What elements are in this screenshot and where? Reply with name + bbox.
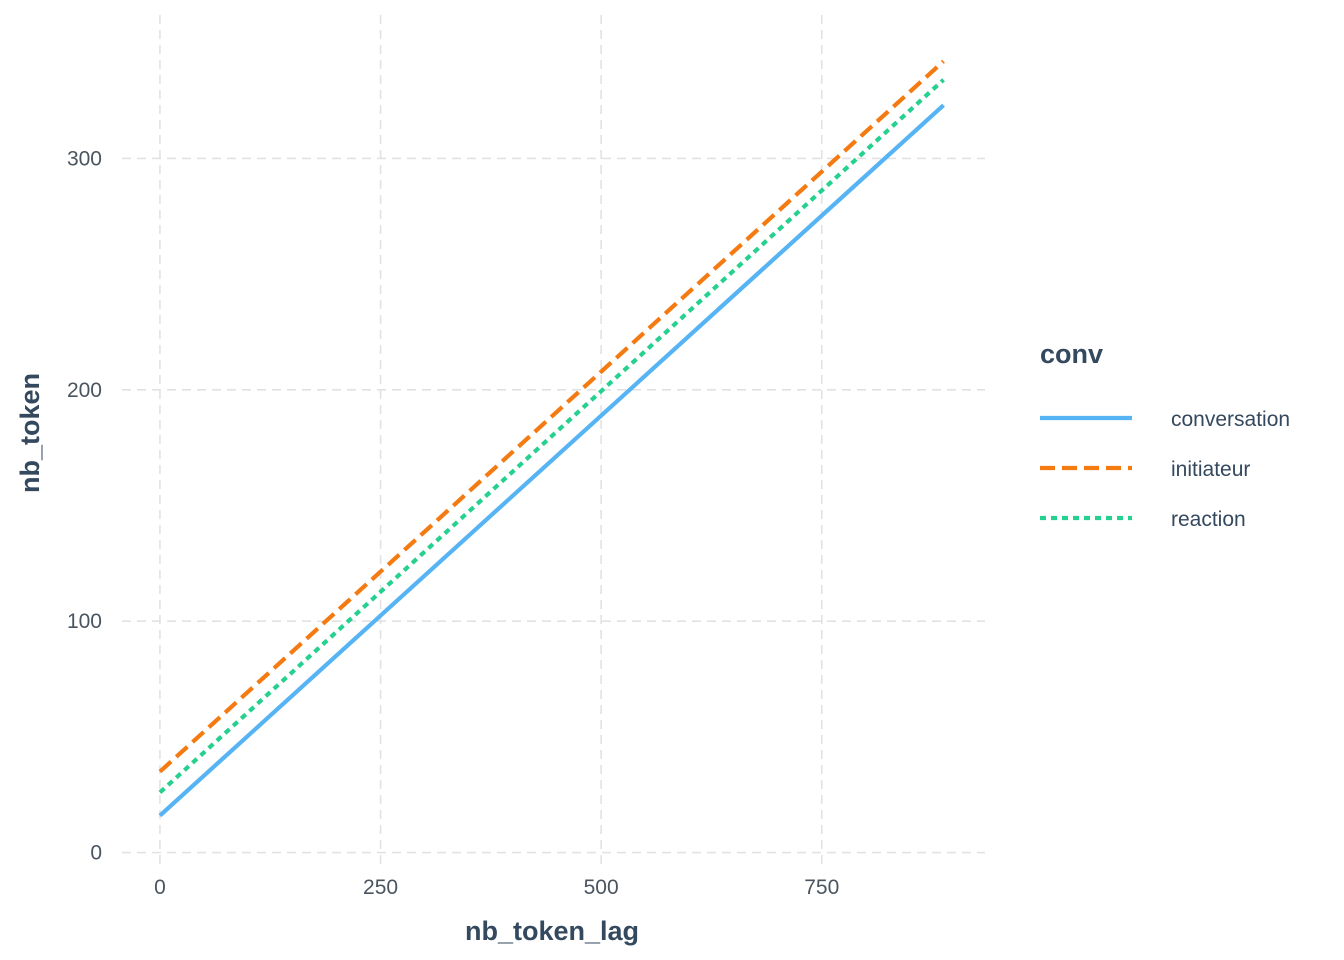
legend-items: conversation initiateur reaction <box>1040 408 1290 531</box>
series-line-conversation <box>158 103 945 818</box>
x-tick-label: 750 <box>804 876 839 899</box>
x-tick-label: 250 <box>363 876 398 899</box>
y-gridlines <box>122 157 985 854</box>
legend-title: conv <box>1040 339 1103 369</box>
y-tick-label: 300 <box>67 147 102 170</box>
y-axis-tick-labels: 0 100 200 300 <box>67 147 102 864</box>
legend-label-initiateur: initiateur <box>1171 458 1250 481</box>
x-axis-tick-labels: 0 250 500 750 <box>154 876 839 899</box>
legend-label-reaction: reaction <box>1171 508 1246 531</box>
y-tick-label: 200 <box>67 379 102 402</box>
plot-area <box>122 15 985 865</box>
series-line-initiateur <box>158 59 945 774</box>
series-lines <box>158 59 945 818</box>
y-axis-title: nb_token <box>15 373 45 493</box>
x-axis-title: nb_token_lag <box>465 916 639 946</box>
legend-label-conversation: conversation <box>1171 408 1290 431</box>
y-tick-label: 0 <box>90 842 102 865</box>
x-tick-label: 0 <box>154 876 166 899</box>
series-line-reaction <box>158 78 945 795</box>
x-tick-label: 500 <box>584 876 619 899</box>
x-gridlines <box>159 15 823 865</box>
legend: conv conversation initiateur reaction <box>1040 339 1290 531</box>
y-tick-label: 100 <box>67 610 102 633</box>
